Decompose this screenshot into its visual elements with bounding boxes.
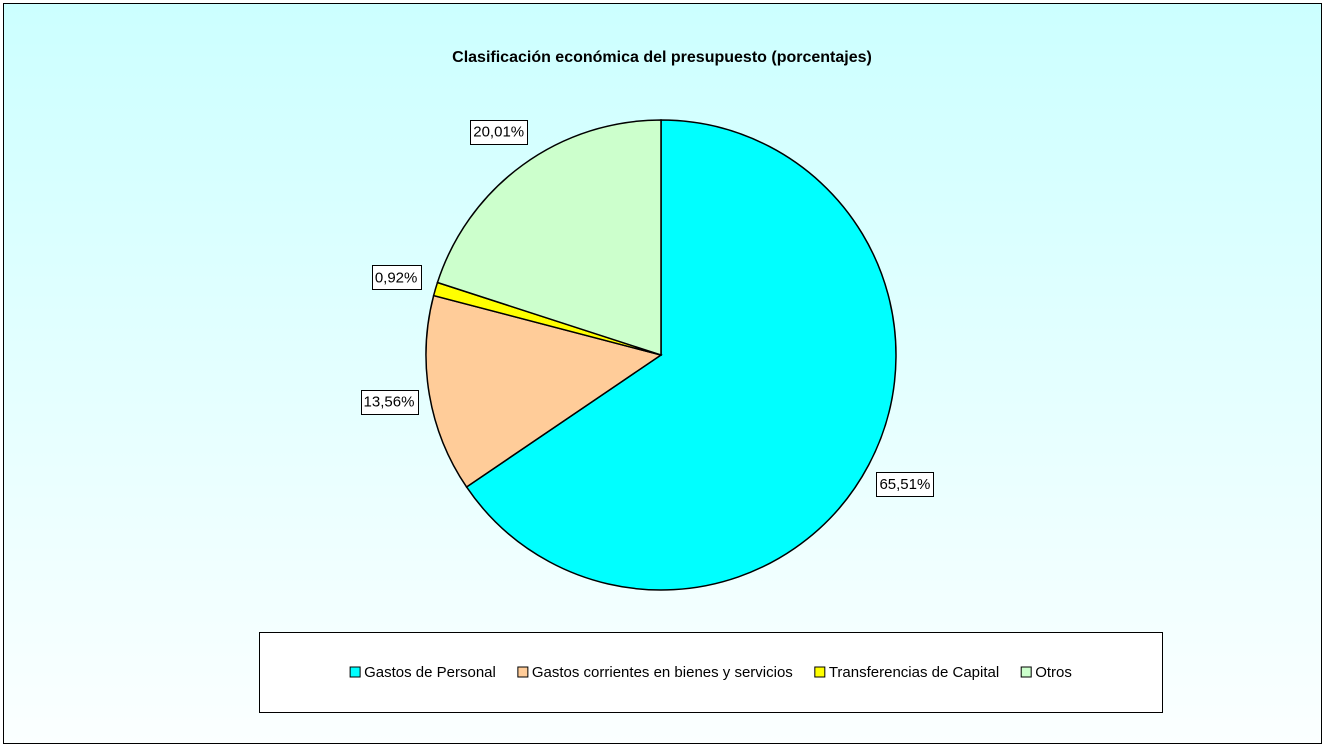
legend-label: Transferencias de Capital [829, 664, 999, 681]
data-label-box [372, 265, 422, 290]
data-label-box [876, 472, 934, 497]
data-label: 13,56% [364, 394, 415, 411]
chart-title: Clasificación económica del presupuesto … [452, 49, 872, 66]
legend-box [259, 632, 1163, 713]
legend-swatch [517, 666, 529, 678]
pie-slice [465, 119, 897, 591]
pie-slice [425, 294, 663, 489]
legend-label: Gastos corrientes en bienes y servicios [532, 664, 793, 681]
legend-swatch [349, 666, 361, 678]
data-label: 65,51% [879, 476, 930, 493]
legend-swatch [1020, 666, 1032, 678]
data-label: 0,92% [375, 269, 418, 286]
data-label-box [361, 390, 419, 415]
data-label-box [470, 120, 528, 145]
legend-swatch [814, 666, 826, 678]
legend-label: Otros [1035, 664, 1072, 681]
pie-slice [436, 119, 662, 357]
legend-label: Gastos de Personal [364, 664, 496, 681]
data-label: 20,01% [473, 124, 524, 141]
